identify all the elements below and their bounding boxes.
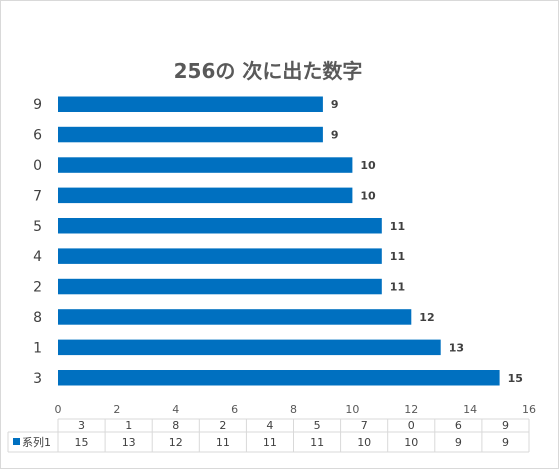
data-table: 3 15 1 13 8 12 2 11 4 11 5 11 7 10 0 10 6 9 9 9 系列1 [7, 418, 530, 453]
table-value-cell: 10 [357, 436, 371, 449]
table-value-cell: 9 [502, 436, 509, 449]
data-label-2: 11 [390, 281, 405, 294]
table-value-cell: 10 [404, 436, 418, 449]
legend-key [13, 438, 20, 445]
table-header-cell: 9 [502, 419, 509, 432]
bar-1 [58, 339, 441, 356]
data-label-5: 11 [390, 220, 405, 233]
table-header-cell: 6 [455, 419, 462, 432]
category-label-8: 8 [33, 310, 42, 326]
category-label-4: 4 [33, 249, 42, 265]
table-value-cell: 15 [75, 436, 89, 449]
table-header-cell: 4 [266, 419, 273, 432]
bar-9 [58, 96, 323, 112]
series-name: 系列1 [22, 435, 51, 449]
table-header-cell: 7 [361, 419, 368, 432]
category-label-5: 5 [33, 219, 42, 235]
bar-7 [58, 187, 353, 204]
bars-group [58, 96, 500, 386]
table-value-cell: 9 [455, 436, 462, 449]
category-label-6: 6 [33, 128, 42, 144]
bar-3 [58, 370, 500, 386]
table-value-cell: 13 [122, 436, 136, 449]
table-value-cell: 11 [216, 436, 230, 449]
x-tick-label: 2 [113, 403, 120, 416]
bar-8 [58, 309, 412, 325]
x-axis-ticks: 0 2 4 6 8 10 12 14 16 [55, 403, 537, 416]
table-value-cell: 12 [169, 436, 183, 449]
category-labels: 3 1 8 2 4 5 7 0 6 9 [33, 97, 42, 387]
x-tick-label: 6 [231, 403, 238, 416]
x-tick-label: 8 [290, 403, 297, 416]
category-label-9: 9 [33, 97, 42, 113]
table-header-cell: 1 [125, 419, 132, 432]
table-value-cell: 11 [310, 436, 324, 449]
data-label-1: 13 [449, 341, 464, 354]
bar-6 [58, 126, 323, 143]
data-label-9: 9 [331, 98, 339, 111]
bar-5 [58, 218, 382, 234]
data-labels: 15 13 12 11 11 11 10 10 9 9 [331, 98, 523, 385]
category-label-1: 1 [33, 340, 42, 356]
table-header-cell: 0 [408, 419, 415, 432]
x-tick-label: 4 [172, 403, 179, 416]
data-label-6: 9 [331, 129, 339, 142]
data-label-7: 10 [360, 189, 376, 202]
category-label-2: 2 [33, 280, 42, 296]
data-label-8: 12 [419, 311, 434, 324]
table-header-cell: 8 [172, 419, 179, 432]
table-header-cell: 3 [78, 419, 85, 432]
category-label-7: 7 [33, 188, 42, 204]
x-tick-label: 10 [345, 403, 359, 416]
table-header-cell: 5 [314, 419, 321, 432]
bar-0 [58, 157, 353, 173]
data-label-4: 11 [390, 250, 405, 263]
table-value-cell: 11 [263, 436, 277, 449]
data-label-0: 10 [360, 159, 376, 172]
bar-4 [58, 248, 382, 264]
bar-2 [58, 278, 382, 295]
x-tick-label: 12 [404, 403, 418, 416]
x-tick-label: 0 [55, 403, 62, 416]
table-header-cell: 2 [219, 419, 226, 432]
x-tick-label: 16 [522, 403, 536, 416]
chart-title: 256の 次に出た数字 [174, 59, 363, 83]
category-label-0: 0 [33, 158, 42, 174]
data-label-3: 15 [508, 372, 523, 385]
category-label-3: 3 [33, 371, 42, 387]
x-tick-label: 14 [463, 403, 477, 416]
